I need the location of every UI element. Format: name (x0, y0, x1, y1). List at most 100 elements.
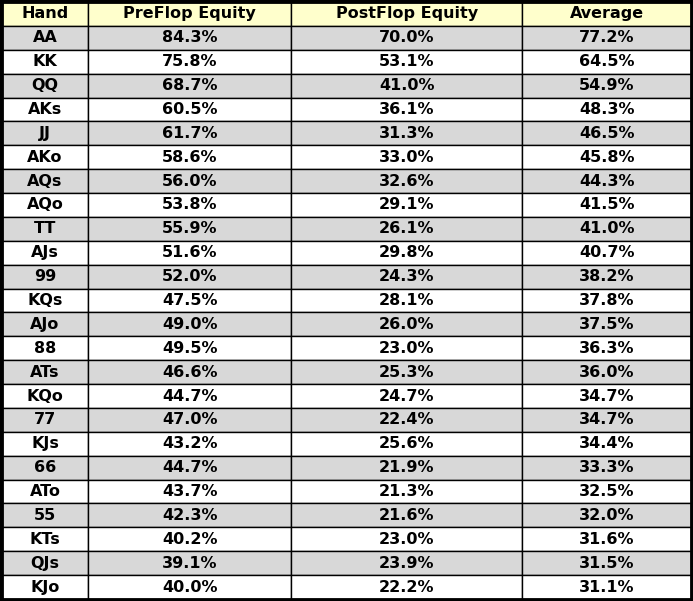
Bar (88, 74, 291, 97)
Text: 38.2%: 38.2% (579, 269, 634, 284)
Bar (88, 264, 291, 288)
Text: 41.0%: 41.0% (579, 221, 634, 236)
Text: 24.7%: 24.7% (379, 388, 435, 403)
Bar (291, 264, 523, 288)
Bar (2, 432, 88, 456)
Bar (523, 50, 691, 74)
Text: 64.5%: 64.5% (579, 54, 634, 69)
Bar (2, 575, 88, 599)
Text: 46.5%: 46.5% (579, 126, 634, 141)
Text: 75.8%: 75.8% (162, 54, 218, 69)
Bar (523, 97, 691, 121)
Bar (88, 97, 291, 121)
Bar (2, 551, 88, 575)
Bar (523, 575, 691, 599)
Bar (291, 50, 523, 74)
Text: 39.1%: 39.1% (162, 556, 218, 571)
Text: 22.2%: 22.2% (379, 579, 435, 594)
Bar (291, 384, 523, 408)
Text: 48.3%: 48.3% (579, 102, 634, 117)
Text: 70.0%: 70.0% (379, 30, 435, 45)
Bar (88, 384, 291, 408)
Bar (88, 313, 291, 337)
Bar (523, 456, 691, 480)
Bar (88, 456, 291, 480)
Text: KJo: KJo (30, 579, 60, 594)
Bar (523, 551, 691, 575)
Text: 26.1%: 26.1% (379, 221, 435, 236)
Text: 32.6%: 32.6% (379, 174, 435, 189)
Text: AQo: AQo (26, 198, 64, 213)
Bar (291, 26, 523, 50)
Text: 37.8%: 37.8% (579, 293, 634, 308)
Bar (291, 575, 523, 599)
Bar (88, 337, 291, 360)
Bar (291, 313, 523, 337)
Text: 44.3%: 44.3% (579, 174, 634, 189)
Text: 55.9%: 55.9% (162, 221, 218, 236)
Text: PreFlop Equity: PreFlop Equity (123, 7, 256, 22)
Text: AKo: AKo (27, 150, 63, 165)
Bar (291, 480, 523, 504)
Bar (523, 313, 691, 337)
Text: AKs: AKs (28, 102, 62, 117)
Text: 54.9%: 54.9% (579, 78, 634, 93)
Bar (523, 193, 691, 217)
Bar (88, 432, 291, 456)
Text: 43.7%: 43.7% (162, 484, 218, 499)
Bar (2, 504, 88, 527)
Text: 21.9%: 21.9% (379, 460, 435, 475)
Text: 46.6%: 46.6% (162, 365, 218, 380)
Bar (523, 384, 691, 408)
Bar (523, 360, 691, 384)
Text: 23.0%: 23.0% (379, 341, 435, 356)
Text: 31.6%: 31.6% (579, 532, 634, 547)
Text: 44.7%: 44.7% (162, 460, 218, 475)
Bar (88, 408, 291, 432)
Text: 47.5%: 47.5% (162, 293, 218, 308)
Bar (2, 480, 88, 504)
Text: 25.6%: 25.6% (379, 436, 435, 451)
Text: 36.1%: 36.1% (379, 102, 435, 117)
Text: 32.5%: 32.5% (579, 484, 634, 499)
Text: 55: 55 (34, 508, 56, 523)
Text: 31.5%: 31.5% (579, 556, 634, 571)
Text: 56.0%: 56.0% (162, 174, 218, 189)
Bar (523, 480, 691, 504)
Text: 21.3%: 21.3% (379, 484, 435, 499)
Bar (523, 264, 691, 288)
Text: 52.0%: 52.0% (162, 269, 218, 284)
Bar (291, 408, 523, 432)
Text: AJo: AJo (30, 317, 60, 332)
Bar (88, 360, 291, 384)
Text: 61.7%: 61.7% (162, 126, 218, 141)
Text: 41.0%: 41.0% (379, 78, 435, 93)
Text: 25.3%: 25.3% (379, 365, 435, 380)
Bar (291, 2, 523, 26)
Text: 60.5%: 60.5% (162, 102, 218, 117)
Text: 88: 88 (34, 341, 56, 356)
Bar (2, 169, 88, 193)
Text: 34.7%: 34.7% (579, 388, 634, 403)
Text: 44.7%: 44.7% (162, 388, 218, 403)
Bar (523, 337, 691, 360)
Text: 40.2%: 40.2% (162, 532, 218, 547)
Text: 84.3%: 84.3% (162, 30, 218, 45)
Text: 99: 99 (34, 269, 56, 284)
Text: TT: TT (34, 221, 56, 236)
Text: PostFlop Equity: PostFlop Equity (335, 7, 478, 22)
Bar (291, 217, 523, 241)
Bar (2, 384, 88, 408)
Bar (523, 504, 691, 527)
Text: 51.6%: 51.6% (162, 245, 218, 260)
Text: Average: Average (570, 7, 644, 22)
Text: AJs: AJs (31, 245, 59, 260)
Text: QJs: QJs (30, 556, 60, 571)
Text: 53.1%: 53.1% (379, 54, 435, 69)
Text: 34.7%: 34.7% (579, 412, 634, 427)
Bar (2, 264, 88, 288)
Text: 21.6%: 21.6% (379, 508, 435, 523)
Bar (291, 193, 523, 217)
Bar (291, 74, 523, 97)
Bar (88, 217, 291, 241)
